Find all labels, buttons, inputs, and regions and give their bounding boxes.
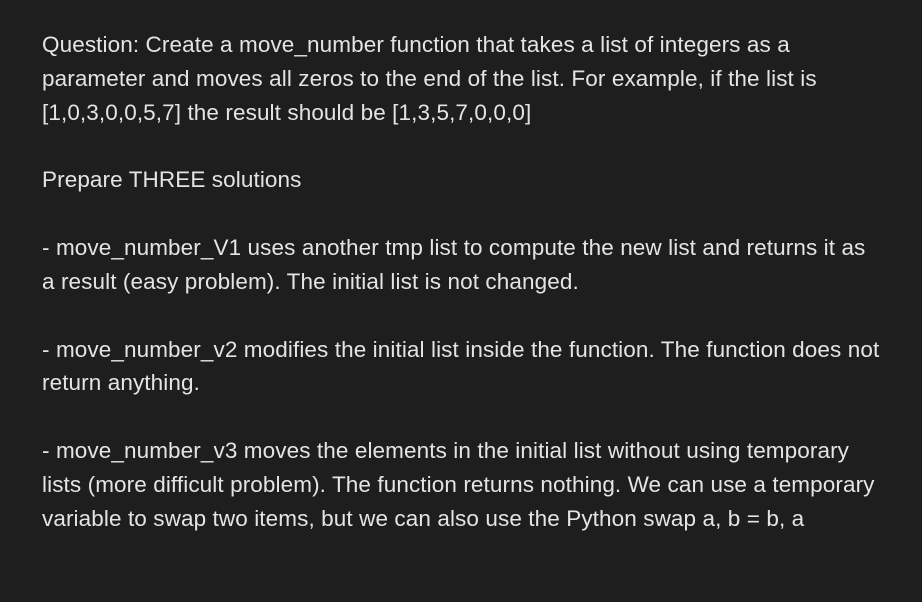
question-text-block: Question: Create a move_number function …: [0, 0, 922, 563]
paragraph-v3: - move_number_v3 moves the elements in t…: [42, 434, 882, 535]
paragraph-question: Question: Create a move_number function …: [42, 28, 882, 129]
paragraph-v1: - move_number_V1 uses another tmp list t…: [42, 231, 882, 299]
paragraph-v2: - move_number_v2 modifies the initial li…: [42, 333, 882, 401]
paragraph-prepare: Prepare THREE solutions: [42, 163, 882, 197]
